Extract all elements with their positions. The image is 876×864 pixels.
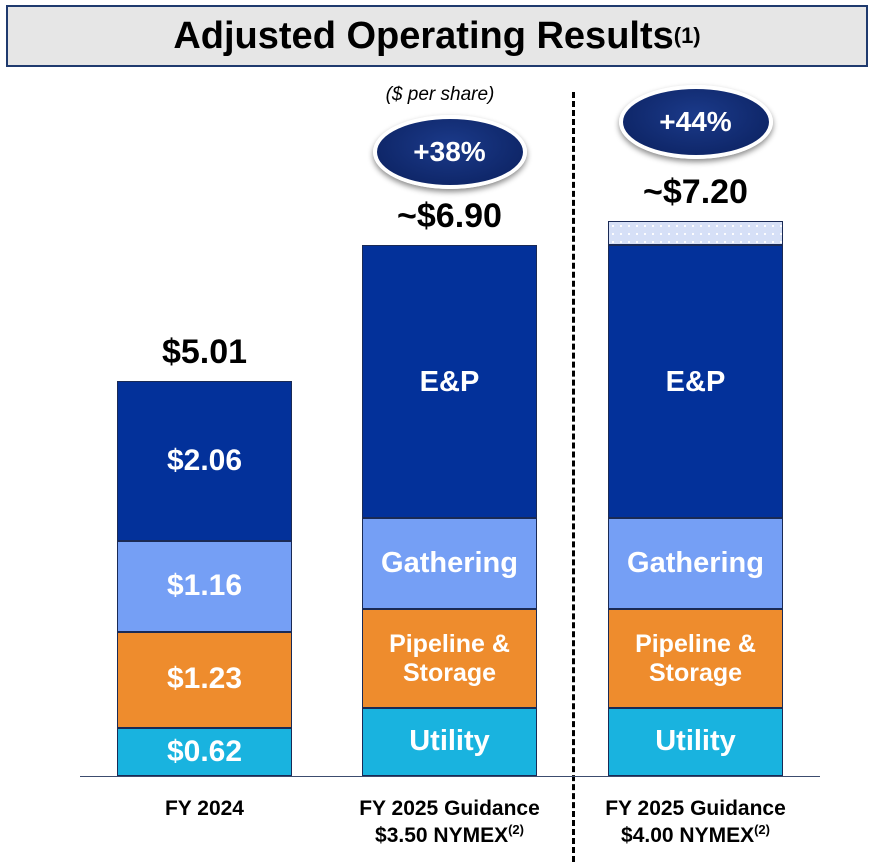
chart-title: Adjusted Operating Results (1)	[6, 5, 868, 67]
bar-segment-e-p: $2.06	[117, 380, 292, 542]
bar-segment-utility: Utility	[362, 708, 537, 776]
bar-total-label: ~$6.90	[397, 196, 502, 235]
bar-segment-pipeline-storage: Pipeline & Storage	[362, 609, 537, 709]
segment-label: $1.23	[166, 662, 243, 696]
growth-badge: +44%	[618, 85, 773, 159]
x-axis-baseline	[80, 776, 820, 777]
segment-label: Pipeline & Storage	[389, 629, 510, 687]
segment-label: E&P	[419, 365, 480, 398]
x-tick-label: FY 2024	[164, 797, 244, 820]
segment-label: Pipeline & Storage	[635, 629, 756, 687]
segment-label: $1.16	[166, 569, 243, 603]
bar-segment-pipeline-storage: $1.23	[117, 631, 292, 728]
title-text: Adjusted Operating Results	[173, 14, 674, 57]
title-footnote: (1)	[673, 23, 701, 48]
segment-label: $2.06	[166, 443, 243, 477]
bar-segment-e-p: E&P	[362, 244, 537, 518]
segment-label: Utility	[409, 725, 490, 758]
bar-segment-e-p: E&P	[608, 244, 783, 518]
segment-label: Utility	[655, 725, 736, 758]
bar-segment-gathering: $1.16	[117, 541, 292, 632]
bar-total-label: ~$7.20	[643, 172, 748, 211]
segment-label: E&P	[665, 365, 726, 398]
segment-label: Gathering	[381, 546, 518, 579]
segment-label: Gathering	[627, 546, 764, 579]
bar-segment-gathering: Gathering	[362, 517, 537, 610]
dashed-divider	[572, 92, 575, 862]
segment-label: $0.62	[166, 734, 243, 768]
bar-segment-upside	[608, 220, 783, 245]
bar-segment-pipeline-storage: Pipeline & Storage	[608, 609, 783, 709]
growth-badge: +38%	[372, 115, 527, 189]
x-tick-label: FY 2025 Guidance $4.00 NYMEX(2)	[605, 797, 786, 848]
x-tick-label: FY 2025 Guidance $3.50 NYMEX(2)	[359, 797, 540, 848]
bar-segment-utility: Utility	[608, 708, 783, 776]
bar-total-label: $5.01	[161, 332, 248, 371]
bar-segment-gathering: Gathering	[608, 517, 783, 610]
bar-segment-utility: $0.62	[117, 727, 292, 776]
chart-subtitle: ($ per share)	[385, 84, 495, 105]
